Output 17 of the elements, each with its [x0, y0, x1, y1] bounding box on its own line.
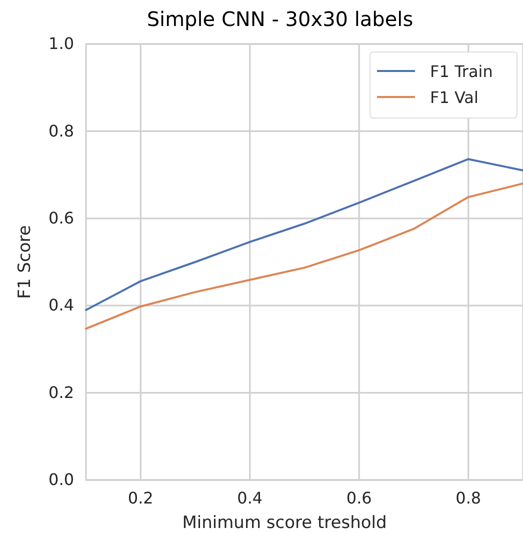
y-tick-label: 0.6 — [48, 208, 74, 228]
x-tick-label: 0.6 — [346, 488, 372, 508]
y-tick-label: 0.8 — [48, 121, 74, 140]
x-axis-title: Minimum score treshold — [182, 513, 387, 533]
legend-label: F1 Train — [430, 62, 493, 81]
y-tick-label: 0.2 — [48, 382, 74, 402]
legend-label: F1 Val — [430, 88, 478, 107]
y-axis-title: F1 Score — [15, 225, 35, 299]
line-series — [85, 158, 523, 311]
x-tick-label: 0.4 — [237, 488, 263, 508]
y-tick-label: 0.4 — [48, 296, 74, 315]
line-series — [85, 182, 523, 330]
y-tick-label: 0.0 — [48, 470, 74, 490]
x-tick-label: 0.2 — [128, 488, 154, 508]
chart-title: Simple CNN - 30x30 labels — [146, 7, 414, 31]
x-tick-label: 0.8 — [456, 488, 482, 508]
y-tick-label: 1.0 — [48, 34, 74, 54]
